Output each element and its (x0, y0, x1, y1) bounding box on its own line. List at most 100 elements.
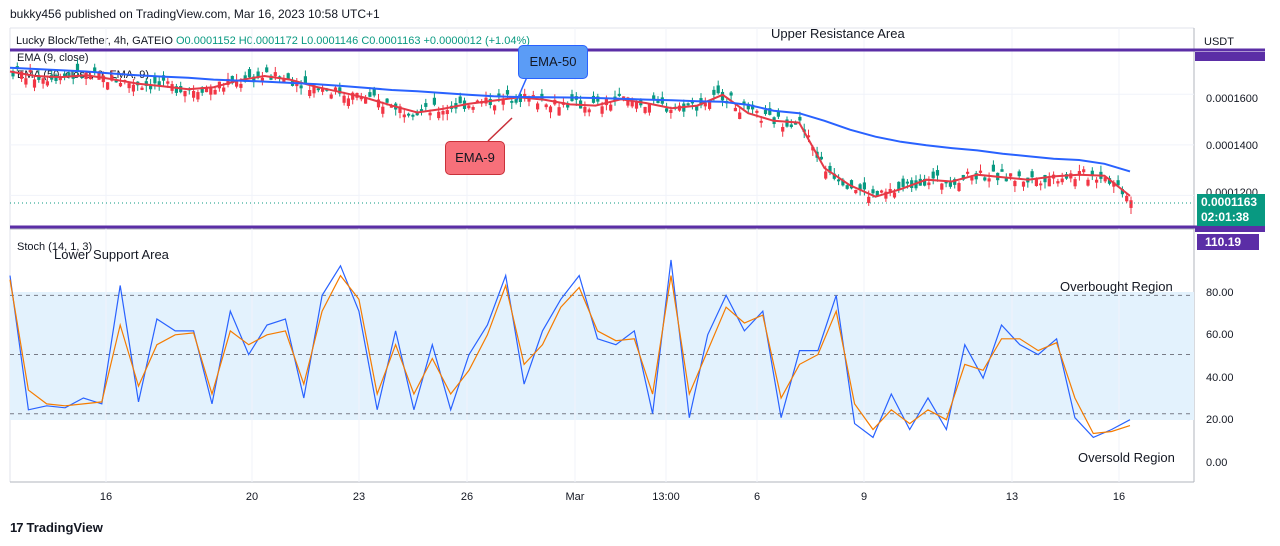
candle-body (626, 97, 630, 106)
candle-body (256, 71, 260, 77)
candle-body (880, 190, 884, 193)
candle-body (432, 97, 436, 105)
candle-body (501, 98, 505, 105)
candle-body (888, 188, 892, 193)
candle-body (729, 92, 733, 96)
candle-body (407, 113, 411, 116)
candle-body (471, 107, 475, 110)
candle-body (93, 67, 97, 73)
candle-body (587, 109, 591, 113)
candle-body (67, 72, 71, 78)
candle-body (183, 90, 187, 97)
candle-body (832, 173, 836, 179)
candle-body (923, 178, 927, 186)
candle-body (303, 76, 307, 84)
stoch-tick: 20.00 (1206, 414, 1234, 426)
candle-body (381, 106, 385, 114)
ema50-callout-pointer (516, 76, 528, 101)
candle-body (523, 93, 527, 97)
candle-body (634, 101, 639, 109)
candle-body (669, 109, 673, 114)
time-tick: Mar (566, 491, 585, 503)
candle-body (991, 164, 995, 172)
candle-body (196, 92, 200, 100)
candle-body (1009, 173, 1013, 177)
candle-body (712, 89, 716, 95)
candle-body (781, 126, 785, 132)
candle-body (127, 83, 131, 89)
tradingview-logo[interactable]: 17 TradingView (10, 520, 103, 535)
candle-body (647, 104, 651, 113)
candle-body (1013, 181, 1017, 187)
candle-body (806, 135, 811, 138)
candle-body (265, 67, 269, 73)
candle-body (1112, 182, 1116, 187)
candle-body (609, 104, 613, 111)
candle-body (351, 92, 355, 100)
candle-body (411, 114, 415, 117)
candle-body (892, 192, 897, 198)
candle-body (776, 111, 780, 117)
candle-body (75, 63, 80, 72)
candle-body (1039, 183, 1043, 186)
candle-body (720, 91, 725, 101)
candle-body (931, 171, 935, 179)
candle-body (935, 170, 940, 176)
price-tick: 0.0001400 (1206, 140, 1258, 152)
candle-body (1103, 177, 1107, 182)
ema-lines (9, 66, 1131, 198)
candle-body (591, 95, 596, 103)
stoch-tick: 0.00 (1206, 457, 1227, 469)
candle-body (372, 88, 376, 96)
candle-body (1060, 178, 1064, 183)
candle-body (1034, 179, 1038, 186)
symbol-legend[interactable]: Lucky Block/Tether, 4h, GATEIO O0.000115… (16, 35, 530, 47)
candle-body (192, 90, 196, 98)
stoch-legend[interactable]: Stoch (14, 1, 3) (17, 241, 93, 253)
candle-body (398, 106, 402, 113)
candle-body (11, 70, 15, 77)
candle-body (953, 179, 957, 185)
candle-body (346, 98, 350, 107)
candle-body (402, 114, 406, 118)
stoch-tick: 40.00 (1206, 372, 1234, 384)
candle-body (656, 100, 660, 104)
candle-body (161, 75, 166, 81)
candle-body (333, 87, 338, 92)
candle-body (845, 185, 849, 189)
candle-body (273, 72, 277, 77)
candle-body (789, 124, 793, 127)
candle-body (759, 120, 763, 123)
time-tick: 16 (1113, 491, 1125, 503)
candle-body (1116, 180, 1120, 186)
candle-body (282, 78, 286, 82)
tradingview-logo-text: TradingView (26, 520, 103, 535)
candle-body (858, 184, 862, 190)
candle-body (987, 178, 991, 182)
price-tick: 0.0001600 (1206, 93, 1258, 105)
bar-countdown: 02:01:38 (1201, 210, 1250, 224)
candle-body (927, 182, 931, 186)
candle-body (106, 82, 110, 90)
candle-body (299, 85, 303, 89)
candle-body (514, 99, 518, 103)
candle-body (131, 84, 135, 92)
candle-body (871, 189, 875, 194)
stoch-value-tag: 110.19 (1197, 234, 1259, 250)
candle-body (738, 112, 742, 119)
candle-body (703, 103, 707, 107)
currency-label: USDT (1204, 36, 1234, 48)
candle-body (643, 106, 647, 113)
candle-body (1017, 171, 1021, 177)
stoch-band (10, 292, 1194, 420)
ema9-legend[interactable]: EMA (9, close) (17, 52, 89, 64)
candle-body (415, 112, 419, 116)
candle-body (368, 92, 372, 97)
candle-body (785, 119, 789, 127)
stoch-tick: 60.00 (1206, 329, 1234, 341)
candle-body (497, 93, 501, 97)
candle-body (37, 76, 41, 80)
candle-body (24, 78, 28, 85)
candle-body (819, 156, 823, 160)
